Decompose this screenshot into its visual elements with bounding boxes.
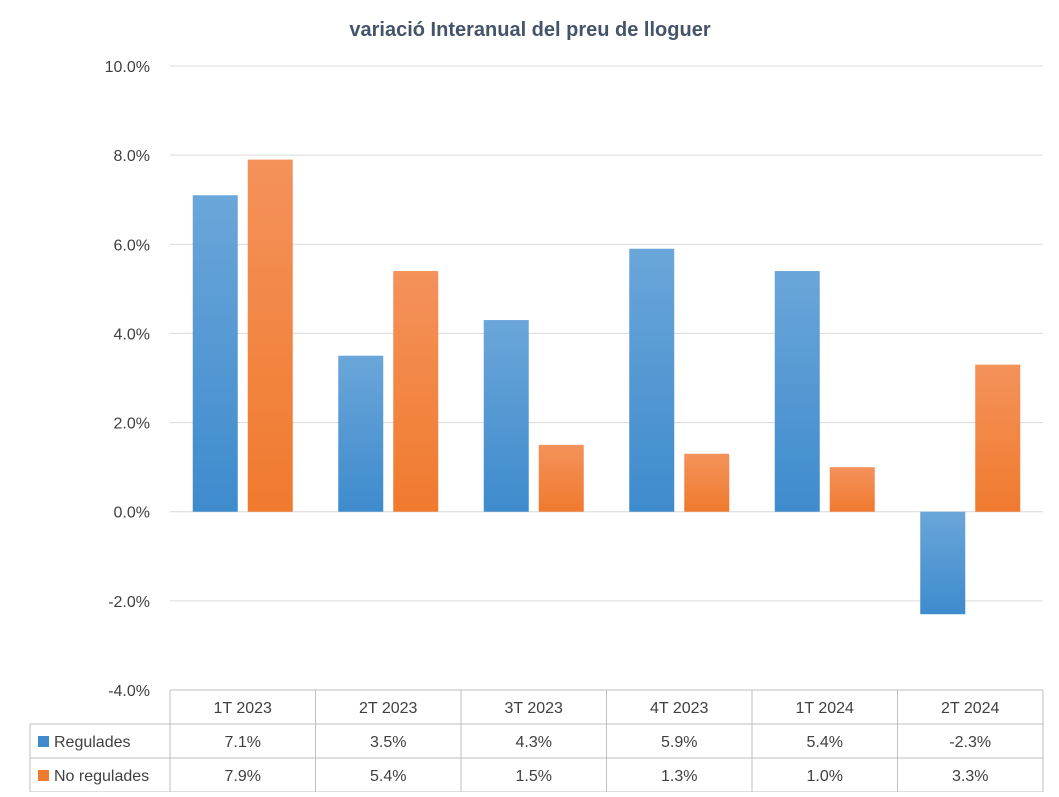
- bar: [247, 159, 293, 512]
- y-tick-label: 8.0%: [114, 148, 150, 165]
- bar: [629, 248, 675, 512]
- category-label: 3T 2023: [505, 700, 564, 717]
- legend-label: No regulades: [54, 768, 149, 785]
- y-tick-label: 10.0%: [105, 59, 150, 76]
- legend-swatch: [38, 770, 49, 781]
- bar: [393, 271, 439, 512]
- data-value: 5.4%: [807, 734, 843, 751]
- data-value: 1.3%: [661, 768, 697, 785]
- data-value: -2.3%: [949, 734, 991, 751]
- y-tick-label: 2.0%: [114, 416, 150, 433]
- bar: [483, 320, 529, 512]
- bar: [192, 195, 238, 512]
- bar: [684, 453, 730, 512]
- y-tick-label: 4.0%: [114, 326, 150, 343]
- y-tick-label: -4.0%: [108, 683, 150, 700]
- bar: [829, 467, 875, 512]
- y-tick-label: 6.0%: [114, 237, 150, 254]
- gridlines: [170, 65, 1043, 602]
- category-label: 4T 2023: [650, 700, 709, 717]
- legend-label: Regulades: [54, 734, 131, 751]
- data-value: 3.5%: [370, 734, 406, 751]
- category-label: 2T 2024: [941, 700, 1000, 717]
- data-value: 4.3%: [516, 734, 552, 751]
- bar: [975, 364, 1021, 512]
- data-value: 7.9%: [225, 768, 261, 785]
- y-axis-tick-labels: -4.0% -2.0% 0.0% 2.0% 4.0% 6.0% 8.0% 10.0%: [105, 59, 150, 700]
- category-label: 1T 2024: [796, 700, 855, 717]
- bar: [538, 444, 584, 512]
- bars: [192, 159, 1021, 615]
- bar: [774, 271, 820, 512]
- data-value: 5.4%: [370, 768, 406, 785]
- category-label: 2T 2023: [359, 700, 418, 717]
- data-value: 5.9%: [661, 734, 697, 751]
- category-label: 1T 2023: [214, 700, 273, 717]
- y-tick-label: -2.0%: [108, 594, 150, 611]
- data-table: 1T 2023 2T 2023 3T 2023 4T 2023 1T 2024 2T 20…: [29, 689, 1044, 793]
- chart-title: variació Interanual del preu de lloguer: [349, 19, 710, 41]
- data-value: 1.0%: [807, 768, 843, 785]
- data-value: 1.5%: [516, 768, 552, 785]
- data-value: 7.1%: [225, 734, 261, 751]
- bar: [338, 355, 384, 512]
- y-tick-label: 0.0%: [114, 505, 150, 522]
- legend-swatch: [38, 736, 49, 747]
- data-value: 3.3%: [952, 768, 988, 785]
- bar: [920, 511, 966, 615]
